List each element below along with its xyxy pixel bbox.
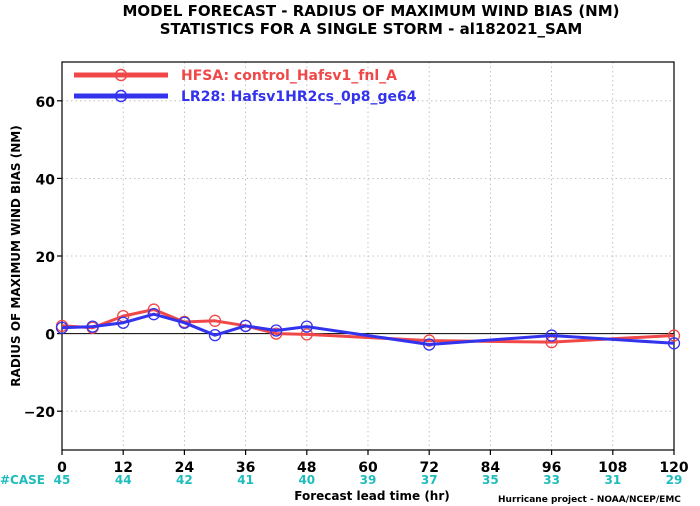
case-count: 39 xyxy=(360,473,377,487)
case-count: 42 xyxy=(176,473,193,487)
data-point-lr28 xyxy=(117,316,130,329)
y-tick-label: 60 xyxy=(36,95,56,111)
chart-title-line1: MODEL FORECAST - RADIUS OF MAXIMUM WIND … xyxy=(122,2,619,20)
case-count: 33 xyxy=(543,473,560,487)
y-axis-label: RADIUS OF MAXIMUM WIND BIAS (NM) xyxy=(9,125,23,386)
case-count: 37 xyxy=(421,473,438,487)
data-point-lr28 xyxy=(86,320,99,333)
data-point-hfsa xyxy=(423,334,436,347)
data-point-lr28 xyxy=(423,338,436,351)
x-axis-ticks: 0 12 24 36 48 60 72 84 96 108 120 xyxy=(57,450,689,476)
case-counts: 45 44 42 41 40 39 37 35 33 31 29 xyxy=(54,473,683,487)
data-point-lr28 xyxy=(270,324,283,337)
case-count: 35 xyxy=(482,473,499,487)
legend-marker-lr28 xyxy=(114,89,128,103)
x-tick-label: 96 xyxy=(542,460,561,476)
credit-text: Hurricane project - NOAA/NCEP/EMC xyxy=(498,495,681,505)
x-tick-label: 48 xyxy=(297,460,316,476)
y-tick-label: −20 xyxy=(24,405,55,421)
x-tick-label: 36 xyxy=(236,460,255,476)
data-point-hfsa xyxy=(270,327,283,340)
grid xyxy=(62,62,674,450)
x-tick-label: 108 xyxy=(598,460,627,476)
case-count: 40 xyxy=(298,473,315,487)
case-count: 31 xyxy=(604,473,621,487)
legend-label-hfsa: HFSA: control_Hafsv1_fnl_A xyxy=(181,68,397,84)
x-tick-label: 84 xyxy=(481,460,501,476)
x-axis-label: Forecast lead time (hr) xyxy=(294,489,450,503)
data-point-lr28 xyxy=(545,329,558,342)
data-point-lr28 xyxy=(239,319,252,332)
data-point-lr28 xyxy=(300,320,313,333)
x-tick-label: 0 xyxy=(57,460,67,476)
legend-marker-hfsa xyxy=(114,68,128,82)
data-point-hfsa xyxy=(667,329,681,342)
x-tick-label: 120 xyxy=(659,460,688,476)
x-tick-label: 72 xyxy=(419,460,438,476)
legend: HFSA: control_Hafsv1_fnl_A LR28: Hafsv1H… xyxy=(74,68,417,105)
y-tick-label: 40 xyxy=(36,172,56,188)
case-count: 29 xyxy=(666,473,683,487)
y-axis-ticks: −20 0 20 40 60 xyxy=(24,95,62,421)
legend-label-lr28: LR28: Hafsv1HR2cs_0p8_ge64 xyxy=(181,89,417,105)
data-point-lr28 xyxy=(178,316,191,329)
x-tick-label: 24 xyxy=(175,460,195,476)
case-count: 45 xyxy=(54,473,71,487)
chart-title-line2: STATISTICS FOR A SINGLE STORM - al182021… xyxy=(160,20,583,38)
data-point-hfsa xyxy=(300,328,313,341)
data-point-lr28 xyxy=(667,337,681,350)
data-point-lr28 xyxy=(147,308,160,321)
case-count: 44 xyxy=(115,473,132,487)
y-tick-label: 20 xyxy=(36,250,56,266)
case-label: #CASE xyxy=(0,473,45,487)
series-layer xyxy=(55,303,681,351)
y-tick-label: 0 xyxy=(45,328,55,344)
case-count: 41 xyxy=(237,473,254,487)
data-point-lr28 xyxy=(55,321,69,334)
x-tick-label: 12 xyxy=(113,460,132,476)
data-point-lr28 xyxy=(208,329,222,342)
x-tick-label: 60 xyxy=(358,460,378,476)
data-point-hfsa xyxy=(208,314,222,327)
